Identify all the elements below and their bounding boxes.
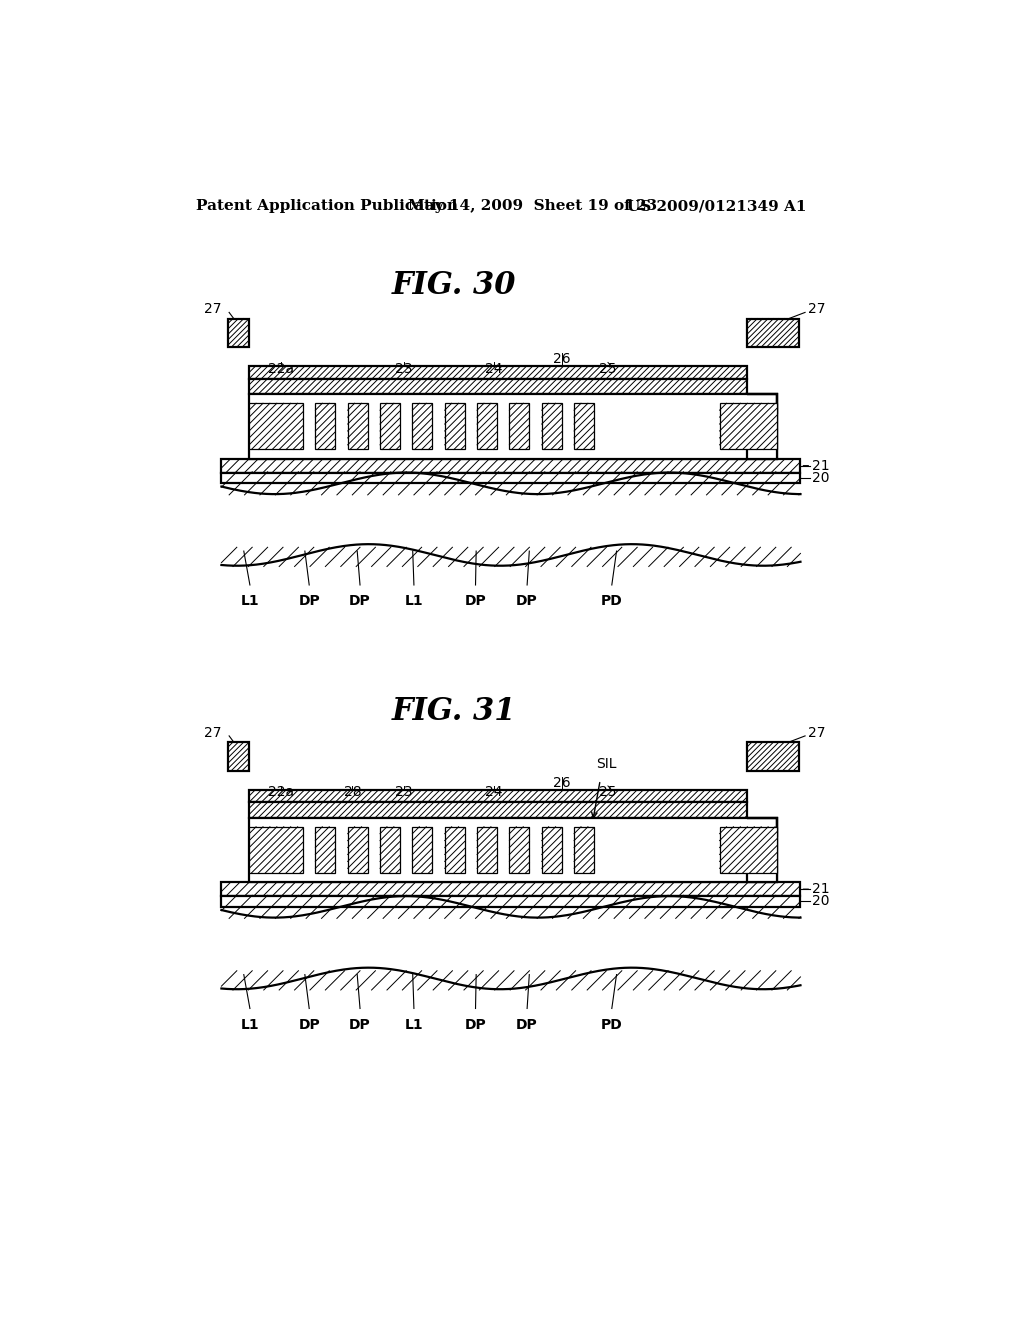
Bar <box>249 803 746 817</box>
Polygon shape <box>746 817 777 882</box>
Text: 21: 21 <box>812 458 829 473</box>
Bar <box>380 404 400 449</box>
Text: DP: DP <box>465 1018 486 1032</box>
Bar <box>249 395 777 459</box>
Text: PD: PD <box>601 1018 623 1032</box>
Bar <box>413 826 432 873</box>
Bar <box>444 826 465 873</box>
Bar <box>315 404 336 449</box>
Text: FIG. 30: FIG. 30 <box>392 271 516 301</box>
Text: 26: 26 <box>553 776 570 789</box>
Text: Patent Application Publication: Patent Application Publication <box>196 199 458 213</box>
Text: DP: DP <box>298 1018 321 1032</box>
Bar <box>348 826 368 873</box>
Bar <box>249 789 746 803</box>
Text: 27: 27 <box>204 726 221 739</box>
Text: May 14, 2009  Sheet 19 of 23: May 14, 2009 Sheet 19 of 23 <box>408 199 656 213</box>
Bar <box>249 404 303 449</box>
Text: 23: 23 <box>395 362 413 376</box>
Bar <box>720 826 777 873</box>
Text: 23: 23 <box>395 785 413 799</box>
Text: 25: 25 <box>599 362 616 376</box>
Text: 27: 27 <box>204 302 221 317</box>
Bar <box>227 318 249 347</box>
Bar <box>221 896 801 907</box>
Text: SIL: SIL <box>596 758 616 771</box>
Bar <box>221 459 801 473</box>
Text: 25: 25 <box>599 785 616 799</box>
Text: DP: DP <box>349 1018 371 1032</box>
Text: L1: L1 <box>404 594 423 609</box>
Text: PD: PD <box>601 594 623 609</box>
Bar <box>746 318 799 347</box>
Text: 22a: 22a <box>267 362 294 376</box>
Text: 27: 27 <box>808 726 825 739</box>
Text: FIG. 31: FIG. 31 <box>392 696 516 727</box>
Bar <box>477 404 497 449</box>
Bar <box>542 826 562 873</box>
Bar <box>221 473 801 483</box>
Text: US 2009/0121349 A1: US 2009/0121349 A1 <box>628 199 807 213</box>
Bar <box>348 404 368 449</box>
Text: DP: DP <box>516 594 538 609</box>
Text: 20: 20 <box>812 471 829 484</box>
Bar <box>477 826 497 873</box>
Text: DP: DP <box>516 1018 538 1032</box>
Text: DP: DP <box>298 594 321 609</box>
Bar <box>574 826 594 873</box>
Bar <box>221 882 801 896</box>
Bar <box>542 404 562 449</box>
Bar <box>315 826 336 873</box>
Text: L1: L1 <box>404 1018 423 1032</box>
Bar <box>720 404 777 449</box>
Text: 27: 27 <box>808 302 825 317</box>
Bar <box>574 404 594 449</box>
Text: DP: DP <box>465 594 486 609</box>
Bar <box>746 742 799 771</box>
Bar <box>249 367 746 379</box>
Text: L1: L1 <box>241 594 259 609</box>
Text: DP: DP <box>349 594 371 609</box>
Bar <box>249 379 746 395</box>
Bar <box>444 404 465 449</box>
Polygon shape <box>746 395 777 459</box>
Text: 28: 28 <box>343 785 361 799</box>
Bar <box>509 404 529 449</box>
Text: 22a: 22a <box>267 785 294 799</box>
Text: 21: 21 <box>812 882 829 896</box>
Text: 24: 24 <box>485 362 503 376</box>
Bar <box>509 826 529 873</box>
Bar <box>227 742 249 771</box>
Text: 24: 24 <box>485 785 503 799</box>
Bar <box>249 817 777 882</box>
Bar <box>413 404 432 449</box>
Text: 26: 26 <box>553 352 570 367</box>
Text: 20: 20 <box>812 895 829 908</box>
Bar <box>249 826 303 873</box>
Text: L1: L1 <box>241 1018 259 1032</box>
Bar <box>380 826 400 873</box>
